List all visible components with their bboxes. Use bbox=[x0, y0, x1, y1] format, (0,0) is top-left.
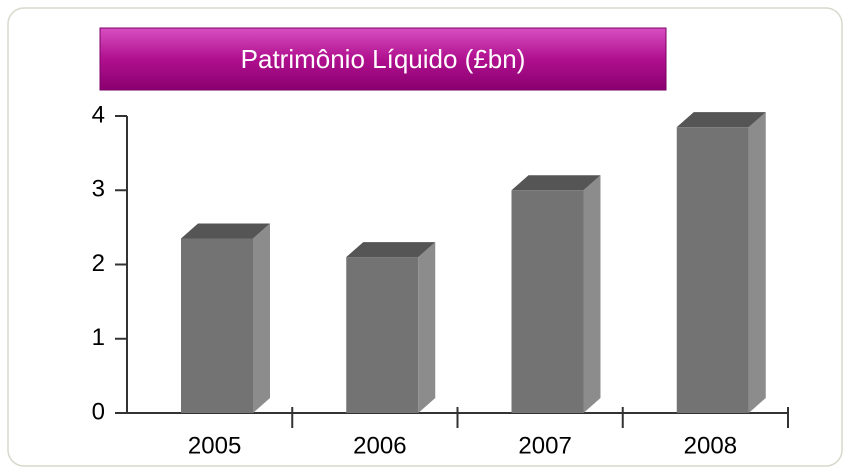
y-tick-label: 3 bbox=[92, 176, 105, 203]
bar-front bbox=[181, 238, 253, 413]
x-tick-label: 2007 bbox=[518, 432, 571, 459]
y-tick-label: 1 bbox=[92, 324, 105, 351]
bar-front bbox=[511, 190, 584, 413]
title-banner bbox=[99, 27, 667, 91]
bar-side bbox=[418, 242, 436, 413]
bar-front bbox=[346, 257, 419, 413]
bar bbox=[676, 112, 766, 413]
bar bbox=[181, 223, 270, 413]
x-tick-label: 2005 bbox=[188, 432, 241, 459]
bar-top bbox=[181, 223, 270, 239]
bar-front bbox=[676, 127, 749, 413]
bar-top bbox=[676, 112, 766, 128]
bar bbox=[511, 175, 601, 413]
x-tick-label: 2008 bbox=[684, 432, 737, 459]
y-tick-label: 4 bbox=[92, 101, 105, 128]
chart-title: Patrimônio Líquido (£bn) bbox=[241, 44, 526, 74]
y-tick-label: 0 bbox=[92, 398, 105, 425]
bar-top bbox=[346, 242, 436, 258]
bar-side bbox=[748, 112, 766, 413]
bar-side bbox=[253, 223, 270, 413]
y-tick-label: 2 bbox=[92, 250, 105, 277]
x-tick-label: 2006 bbox=[353, 432, 406, 459]
bar-side bbox=[583, 175, 601, 413]
bar bbox=[346, 242, 436, 413]
bar-top bbox=[511, 175, 601, 191]
